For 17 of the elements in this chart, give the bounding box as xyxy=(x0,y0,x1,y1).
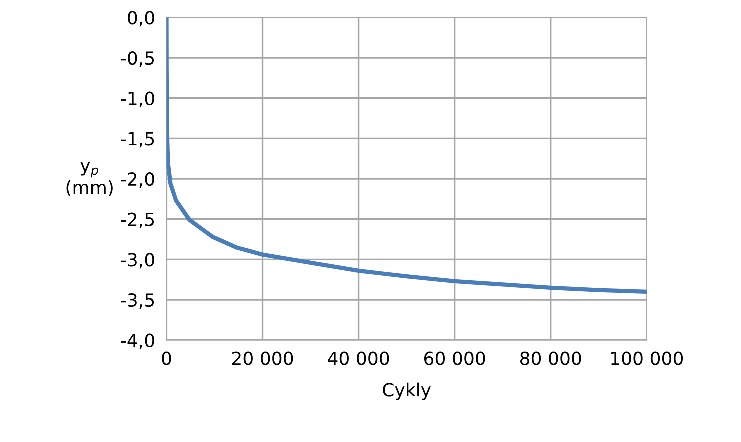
y-tick-label: 0,0 xyxy=(128,11,154,27)
y-axis-title: y$_{p}$ (mm) xyxy=(66,162,113,196)
y-tick-label: -1,0 xyxy=(121,92,154,108)
y-tick-label: -3,5 xyxy=(121,293,154,309)
y-tick-label: -2,5 xyxy=(121,212,154,228)
y-tick-label: -4,0 xyxy=(121,334,154,350)
x-tick-label: 60 000 xyxy=(424,352,486,366)
y-tick-label: -0,5 xyxy=(121,51,154,67)
y-tick-label: -3,0 xyxy=(121,253,154,269)
x-tick-label: 80 000 xyxy=(520,352,582,366)
x-tick-label: 20 000 xyxy=(232,352,294,366)
x-tick-label: 0 xyxy=(162,352,172,366)
x-tick-label: 40 000 xyxy=(328,352,390,366)
x-axis-title: Cykly xyxy=(383,382,431,400)
y-tick-label: -1,5 xyxy=(121,132,154,148)
x-tick-label: 100 000 xyxy=(612,352,684,366)
y-tick-label: -2,0 xyxy=(121,172,154,188)
